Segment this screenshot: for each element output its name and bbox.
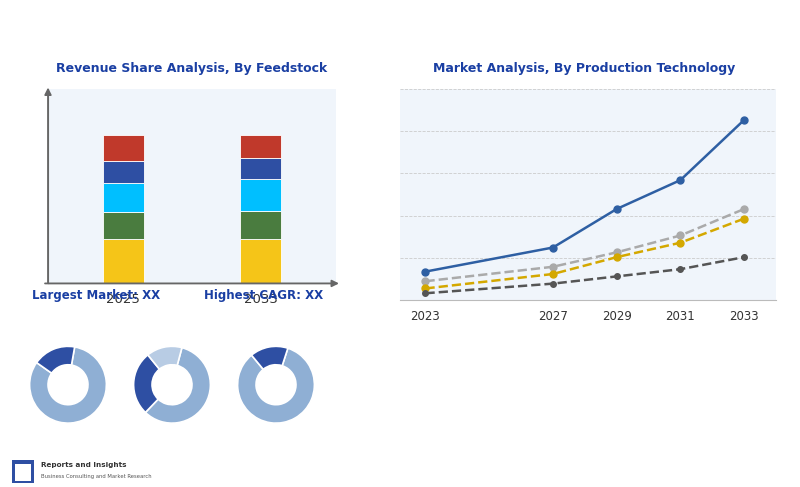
Bar <box>240 135 281 158</box>
Bar <box>103 212 144 239</box>
Wedge shape <box>37 346 74 373</box>
Text: Business Consulting and Market Research: Business Consulting and Market Research <box>41 474 152 479</box>
Bar <box>240 158 281 179</box>
Wedge shape <box>148 346 182 369</box>
Wedge shape <box>30 347 106 423</box>
Text: Largest Market: XX: Largest Market: XX <box>32 289 160 302</box>
Bar <box>240 211 281 239</box>
Text: Highest CAGR: XX: Highest CAGR: XX <box>205 289 323 302</box>
Wedge shape <box>251 346 288 369</box>
Bar <box>103 183 144 212</box>
FancyBboxPatch shape <box>15 465 31 481</box>
Wedge shape <box>238 348 314 423</box>
Text: JAPAN AGROCHEMICALS MARKET SEGMENT ANALYSIS: JAPAN AGROCHEMICALS MARKET SEGMENT ANALY… <box>10 11 508 29</box>
Text: Market Analysis, By Production Technology: Market Analysis, By Production Technolog… <box>433 62 735 75</box>
Bar <box>103 161 144 183</box>
Bar <box>240 179 281 211</box>
Text: Revenue Share Analysis, By Feedstock: Revenue Share Analysis, By Feedstock <box>56 62 328 75</box>
FancyBboxPatch shape <box>12 461 34 483</box>
Bar <box>103 135 144 161</box>
Wedge shape <box>146 348 210 423</box>
Wedge shape <box>134 355 159 412</box>
Bar <box>240 239 281 283</box>
Text: Reports and Insights: Reports and Insights <box>41 462 126 468</box>
Bar <box>103 239 144 283</box>
